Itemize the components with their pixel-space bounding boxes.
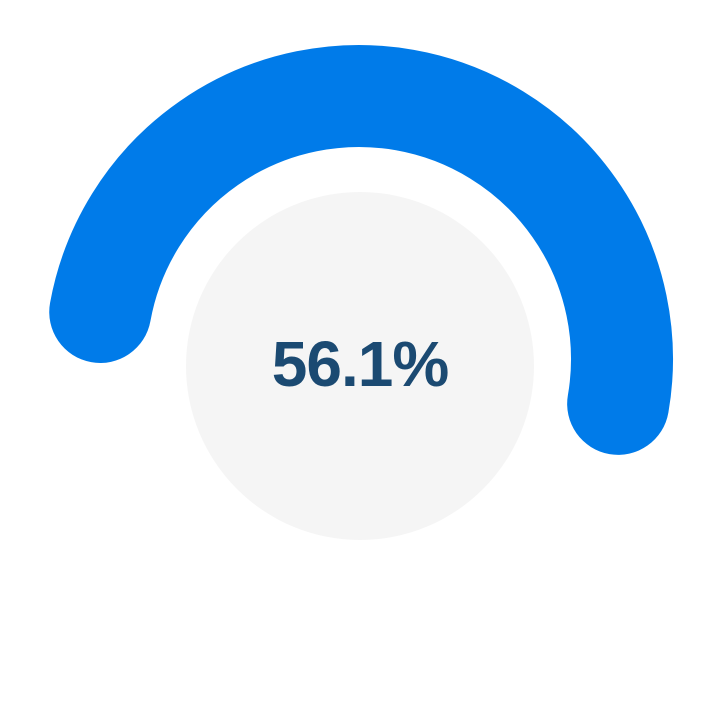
gauge-inner-circle <box>186 192 534 540</box>
gauge-value-label: 56.1% <box>271 328 449 400</box>
gauge-value-arc <box>49 44 673 455</box>
